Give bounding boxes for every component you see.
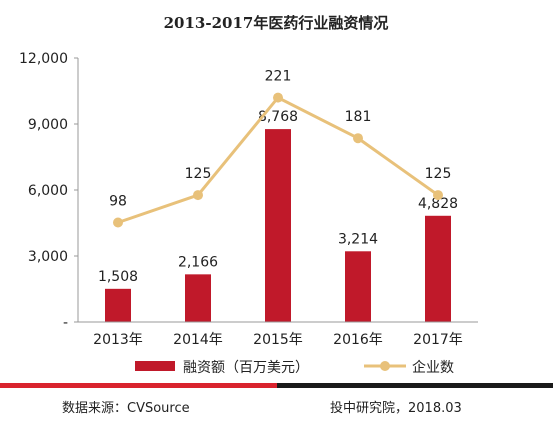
- legend-bar-label: 融资额（百万美元）: [183, 360, 309, 376]
- y-tick-label: 3,000: [28, 249, 68, 265]
- source-text: 数据来源：CVSource: [62, 401, 190, 416]
- bar: [425, 215, 451, 322]
- line-value-label: 125: [425, 166, 452, 182]
- footer-bar-red: [0, 383, 277, 388]
- x-tick-label: 2015年: [253, 332, 303, 348]
- x-tick-label: 2013年: [93, 332, 143, 348]
- y-tick-label: -: [63, 315, 68, 331]
- line-series: [113, 92, 443, 228]
- y-tick-label: 6,000: [28, 183, 68, 199]
- bar: [185, 274, 211, 322]
- bar-value-label: 2,166: [178, 254, 218, 270]
- line-value-label: 221: [265, 69, 292, 85]
- bar-series: [105, 129, 451, 322]
- line-point: [353, 133, 363, 144]
- legend-bar-swatch: [135, 361, 175, 371]
- credit-text: 投中研究院，2018.03: [330, 400, 462, 416]
- bar-value-label: 8,768: [258, 109, 298, 125]
- footer-bar-black: [277, 383, 553, 388]
- bar-value-label: 1,508: [98, 269, 138, 285]
- line-point: [433, 190, 443, 201]
- legend-line-marker: [380, 361, 390, 371]
- x-axis: 2013年 2014年 2015年 2016年 2017年: [78, 321, 478, 348]
- bar: [105, 288, 131, 322]
- line-value-label: 98: [109, 193, 127, 209]
- y-tick-label: 9,000: [28, 117, 68, 133]
- line-point: [273, 92, 283, 103]
- y-axis: - 3,000 6,000 9,000 12,000: [19, 51, 79, 331]
- bar: [345, 251, 371, 322]
- y-tick-label: 12,000: [19, 51, 68, 67]
- x-tick-label: 2016年: [333, 332, 383, 348]
- bar-data-labels: 1,508 2,166 8,768 3,214 4,828: [98, 109, 458, 285]
- line-value-label: 181: [345, 109, 372, 125]
- line-data-labels: 98 125 221 181 125: [109, 69, 451, 210]
- x-tick-label: 2017年: [413, 332, 463, 348]
- legend-line-label: 企业数: [412, 359, 454, 376]
- line-value-label: 125: [185, 166, 212, 182]
- legend: 融资额（百万美元） 企业数: [135, 359, 454, 376]
- bar-value-label: 3,214: [338, 231, 378, 247]
- line-point: [113, 217, 123, 228]
- line-point: [193, 190, 203, 201]
- x-tick-label: 2014年: [173, 332, 223, 348]
- bar: [265, 129, 291, 322]
- bar-value-label: 4,828: [418, 196, 458, 212]
- chart-title: 2013-2017年医药行业融资情况: [164, 14, 389, 32]
